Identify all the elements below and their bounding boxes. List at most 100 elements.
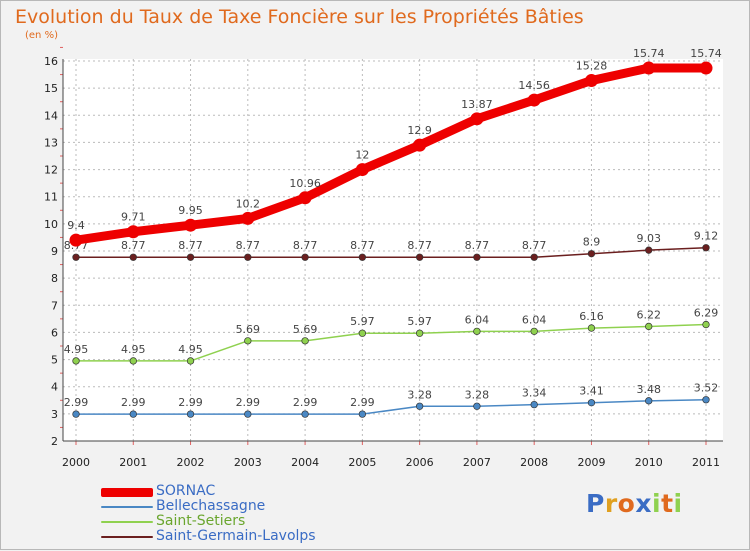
x-tick-label: 2005	[348, 456, 376, 469]
y-tick-label: 7	[51, 299, 58, 312]
data-point	[244, 337, 252, 345]
data-point	[301, 410, 309, 418]
data-point	[702, 320, 710, 329]
data-point	[69, 233, 83, 247]
data-point	[126, 225, 140, 239]
data-label: 9.4	[67, 219, 85, 232]
data-label: 8.77	[293, 239, 318, 252]
data-point	[301, 337, 309, 345]
data-label: 8.77	[350, 239, 375, 252]
data-point	[244, 410, 252, 418]
series-line	[71, 63, 711, 245]
data-label: 3.48	[636, 383, 661, 396]
logo-letter: P	[586, 489, 605, 518]
data-label: 9.03	[636, 232, 661, 245]
data-label: 12.9	[407, 124, 432, 137]
data-label: 9.71	[121, 211, 146, 224]
data-point	[645, 322, 653, 331]
data-label: 3.28	[465, 388, 490, 401]
legend-label: Saint-Germain-Lavolps	[156, 528, 316, 544]
x-tick-label: 2003	[234, 456, 262, 469]
data-label: 4.95	[64, 343, 89, 356]
data-label: 13.87	[461, 98, 493, 111]
data-point	[72, 253, 80, 261]
data-label: 8.77	[522, 239, 547, 252]
data-label: 14.56	[518, 79, 550, 92]
data-point	[415, 402, 424, 410]
data-point	[530, 400, 538, 409]
data-label: 4.95	[121, 343, 146, 356]
data-point	[699, 61, 713, 75]
y-tick-label: 10	[44, 218, 58, 231]
x-tick-label: 2009	[577, 456, 605, 469]
data-label: 5.69	[293, 323, 318, 336]
data-label: 3.28	[407, 388, 432, 401]
data-point	[358, 410, 367, 418]
data-point	[129, 357, 137, 365]
data-point	[241, 211, 255, 225]
logo-letter: t	[661, 489, 674, 518]
y-tick-label: 4	[51, 381, 58, 394]
data-point	[473, 327, 481, 335]
data-label: 8.77	[121, 239, 146, 252]
data-point	[645, 246, 653, 254]
data-point	[415, 329, 424, 337]
data-label: 10.2	[236, 197, 261, 210]
x-tick-label: 2010	[635, 456, 663, 469]
data-point	[527, 93, 541, 107]
data-label: 9.95	[178, 204, 203, 217]
y-tick-label: 14	[44, 109, 58, 122]
data-label: 2.99	[64, 396, 89, 409]
data-point	[413, 138, 427, 152]
data-label: 3.52	[694, 382, 719, 395]
x-tick-label: 2002	[177, 456, 205, 469]
data-label: 3.41	[579, 385, 604, 398]
data-label: 8.77	[465, 239, 490, 252]
data-label: 10.96	[289, 177, 321, 190]
data-label: 6.22	[636, 308, 661, 321]
unit-label: (en %)	[25, 30, 58, 41]
y-tick-label: 6	[51, 326, 58, 339]
data-point	[358, 253, 367, 261]
legend-label: SORNAC	[156, 483, 216, 499]
y-tick-label: 12	[44, 164, 58, 177]
data-label: 5.69	[236, 323, 261, 336]
y-tick-label: 13	[44, 136, 58, 149]
legend-swatch	[101, 506, 153, 508]
data-point	[587, 399, 596, 407]
data-point	[186, 410, 195, 418]
x-tick-label: 2004	[291, 456, 319, 469]
y-tick-label: 9	[51, 245, 58, 258]
x-tick-label: 2000	[62, 456, 90, 469]
logo-letter: r	[604, 489, 618, 518]
data-point	[301, 253, 309, 261]
data-label: 2.99	[121, 396, 146, 409]
series-saint-setiers: 4.95 4.95 4.95 5.69 5.69 5.97 5.97 6.04 6.04 6.16…	[64, 307, 718, 365]
data-point	[72, 357, 80, 365]
legend-swatch	[101, 536, 153, 538]
data-label: 6.04	[465, 313, 490, 326]
data-label: 15.28	[576, 60, 608, 73]
series-saint-germain-lavolps: 8.778.778.778.778.778.778.778.778.778.99…	[64, 230, 719, 261]
data-label: 5.97	[407, 315, 432, 328]
logo-letter: i	[673, 489, 683, 518]
plot-area	[63, 59, 723, 441]
data-point	[584, 74, 598, 88]
x-tick-label: 2007	[463, 456, 491, 469]
data-point	[129, 253, 137, 261]
data-label: 2.99	[350, 396, 375, 409]
series-bellechassagne: 2.99 2.99 2.99 2.99 2.99 2.99 3.28 3.28 3.34 3.41…	[64, 382, 719, 418]
series-line	[75, 398, 707, 415]
x-tick-label: 2001	[119, 456, 147, 469]
data-point	[530, 253, 538, 261]
data-label: 6.16	[579, 310, 604, 323]
data-label: 2.99	[236, 396, 261, 409]
data-point	[415, 253, 424, 261]
data-point	[244, 253, 252, 261]
data-point	[473, 402, 481, 410]
data-point	[298, 191, 312, 205]
data-label: 9.12	[694, 230, 719, 243]
data-point	[184, 218, 198, 232]
data-label: 15.74	[633, 47, 665, 60]
